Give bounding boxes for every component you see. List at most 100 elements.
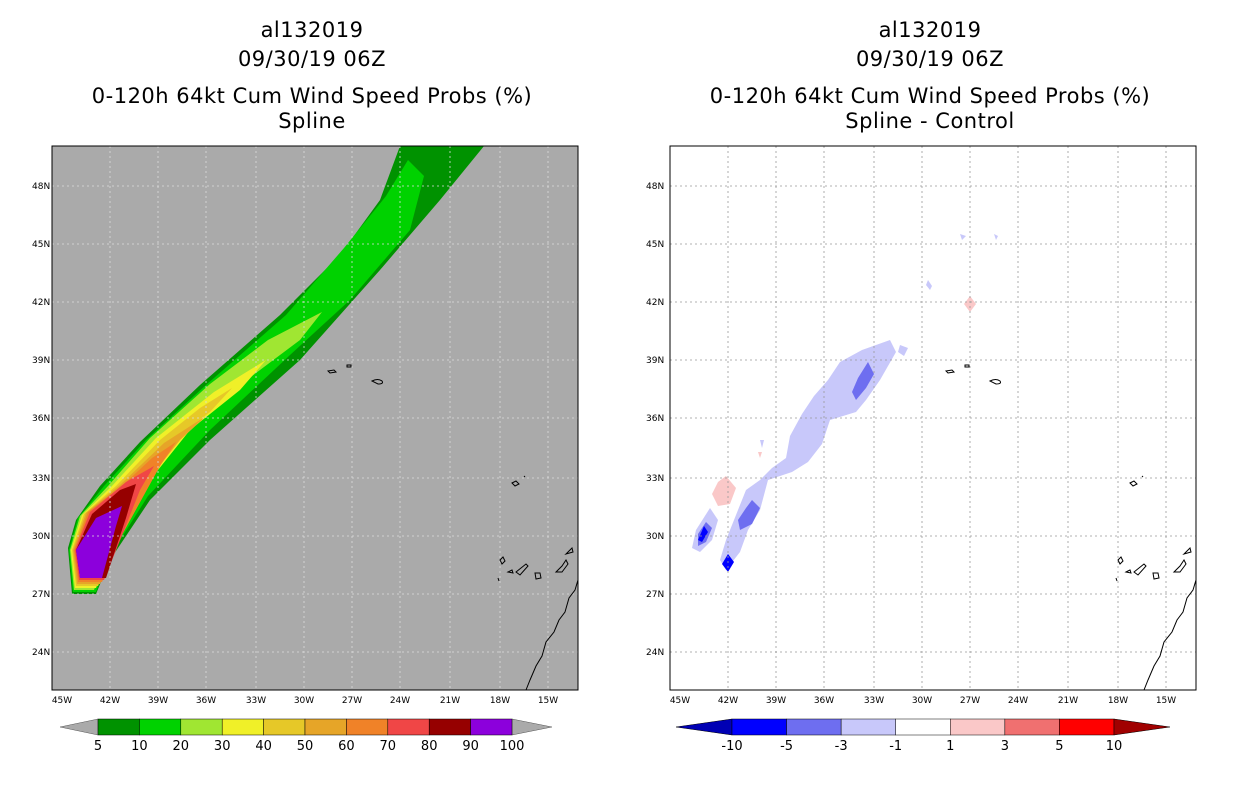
lon-label: 15W [538,696,558,706]
colorbar-label: 1 [946,739,954,754]
colorbar-over-arrow [1113,718,1171,736]
diff-region-mid-negative [852,362,874,400]
colorbar-label: 5 [1055,739,1063,754]
colorbar-label: 40 [255,739,272,754]
colorbar-cell [731,718,787,736]
lon-label: 45W [52,696,72,706]
left-probability-swath [68,146,484,594]
lat-label: 48N [646,182,664,192]
colorbar-cell [97,718,140,736]
right-product: 0-120h 64kt Cum Wind Speed Probs (%) [709,84,1151,108]
colorbar-cell [895,718,951,736]
lat-label: 33N [646,474,664,484]
colorbar-over-arrow [511,718,553,736]
lat-label: 48N [32,182,50,192]
lon-label: 30W [294,696,314,706]
colorbar-cell [428,718,471,736]
right-difference-field [692,234,998,572]
lon-label: 21W [440,696,460,706]
left-coastlines [326,364,579,691]
colorbar-cell [221,718,264,736]
lon-label: 39W [766,696,786,706]
lon-label: 33W [246,696,266,706]
diff-region-negative [926,280,932,290]
colorbar-label: 5 [94,739,102,754]
swath-level-90 [76,506,122,578]
lon-label: 42W [718,696,738,706]
lon-label: 18W [490,696,510,706]
colorbar-label: 30 [214,739,231,754]
right-map: 48N 45N 42N 39N 36N 33N 30N 27N 24N 45W … [646,145,1197,706]
left-gridlines [52,146,578,690]
colorbar-cell [304,718,347,736]
left-map-background [52,146,578,690]
colorbar-cell [263,718,306,736]
right-lon-labels: 45W 42W 39W 36W 33W 30W 27W 24W 21W 18W … [670,696,1176,706]
diff-region-positive [964,296,976,312]
lat-label: 45N [32,240,50,250]
colorbar-cell [139,718,182,736]
diff-region-negative [960,234,966,240]
right-panel-title: al132019 09/30/19 06Z 0-120h 64kt Cum Wi… [670,16,1190,136]
lon-label: 39W [148,696,168,706]
lon-label: 24W [1008,696,1028,706]
diff-region-positive [712,476,736,506]
lat-label: 42N [646,298,664,308]
lat-label: 36N [32,414,50,424]
colorbar-label: 60 [338,739,355,754]
diff-region-positive [758,452,762,458]
lat-label: 27N [32,590,50,600]
lon-label: 30W [912,696,932,706]
lon-label: 15W [1156,696,1176,706]
lat-label: 24N [646,648,664,658]
lon-label: 24W [390,696,410,706]
colorbar-cell [1004,718,1060,736]
colorbar-label: -1 [889,739,902,754]
lon-label: 33W [864,696,884,706]
right-lat-labels: 48N 45N 42N 39N 36N 33N 30N 27N 24N [646,182,664,658]
lon-label: 27W [960,696,980,706]
colorbar-cell [470,718,513,736]
colorbar-cell [387,718,430,736]
lat-label: 24N [32,648,50,658]
lat-label: 45N [646,240,664,250]
lon-label: 18W [1108,696,1128,706]
lon-label: 21W [1058,696,1078,706]
left-product: 0-120h 64kt Cum Wind Speed Probs (%) [91,84,533,108]
right-map-frame [669,145,1197,691]
diff-region-negative [898,345,908,356]
colorbar-cell [786,718,842,736]
right-gridlines [670,146,1196,690]
lat-label: 39N [32,356,50,366]
colorbar-under-arrow [59,718,99,736]
lat-label: 42N [32,298,50,308]
right-map-background [670,146,1196,690]
colorbar-label: 70 [380,739,397,754]
lat-label: 27N [646,590,664,600]
right-colorbar: -10 -5 -3 -1 1 3 5 10 [675,718,1171,754]
lat-label: 33N [32,474,50,484]
colorbar-label: -10 [721,739,742,754]
colorbar-label: -5 [780,739,793,754]
lat-label: 39N [646,356,664,366]
diff-region-negative [720,340,896,570]
left-colorbar: 5 10 20 30 40 50 60 70 80 90 100 [59,718,553,754]
diff-region-negative [994,234,998,240]
colorbar-label: 20 [173,739,190,754]
right-coastlines [944,364,1197,691]
colorbar-label: 100 [500,739,525,754]
left-lat-labels: 48N 45N 42N 39N 36N 33N 30N 27N 24N [32,182,50,658]
right-method: Spline - Control [845,109,1015,133]
colorbar-under-arrow [675,718,733,736]
colorbar-cell [1059,718,1115,736]
left-map-frame [51,145,579,691]
right-datetime: 09/30/19 06Z [855,47,1005,71]
colorbar-cell [346,718,389,736]
lon-label: 36W [196,696,216,706]
lon-label: 42W [100,696,120,706]
colorbar-cell [180,718,223,736]
lon-label: 36W [814,696,834,706]
colorbar-cell [840,718,896,736]
colorbar-label: 10 [1106,739,1123,754]
left-lon-labels: 45W 42W 39W 36W 33W 30W 27W 24W 21W 18W … [52,696,558,706]
